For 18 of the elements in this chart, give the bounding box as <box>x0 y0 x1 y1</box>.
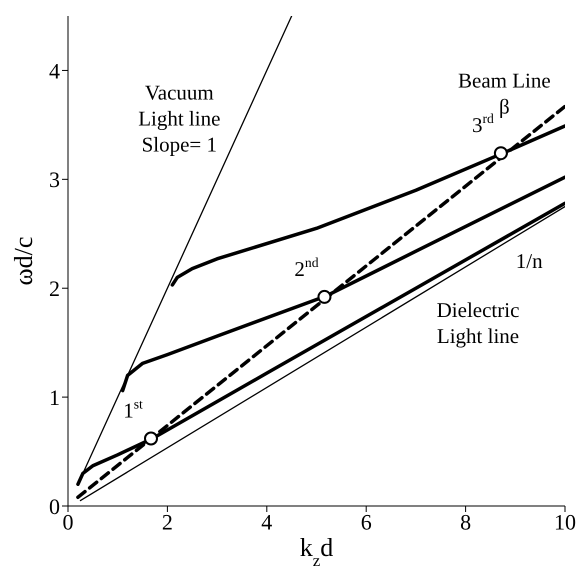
y-tick-label: 0 <box>49 494 60 519</box>
annotation: 1$^{st}$ <box>123 396 144 422</box>
y-axis-title: ωd/c <box>8 236 38 286</box>
annotation: Dielectric Light line <box>436 298 520 348</box>
y-tick-label: 4 <box>49 58 60 84</box>
annotation: Vacuum Light line Slope= 1 <box>138 80 220 156</box>
x-tick-label: 4 <box>261 510 272 535</box>
x-tick-label: 8 <box>460 510 472 535</box>
y-tick-label: 3 <box>49 167 60 192</box>
x-tick-label: 2 <box>162 510 173 535</box>
x-tick-label: 10 <box>554 510 576 535</box>
y-tick-label: 2 <box>49 276 60 302</box>
x-axis-title: k$_{z}$d <box>300 533 334 570</box>
x-tick-label: 6 <box>360 510 372 535</box>
annotation: 3$^{rd}$ <box>472 110 494 138</box>
y-tick-label: 1 <box>49 384 60 410</box>
annotation: 1/n <box>516 248 544 273</box>
annotation: 2$^{nd}$ <box>294 254 319 281</box>
